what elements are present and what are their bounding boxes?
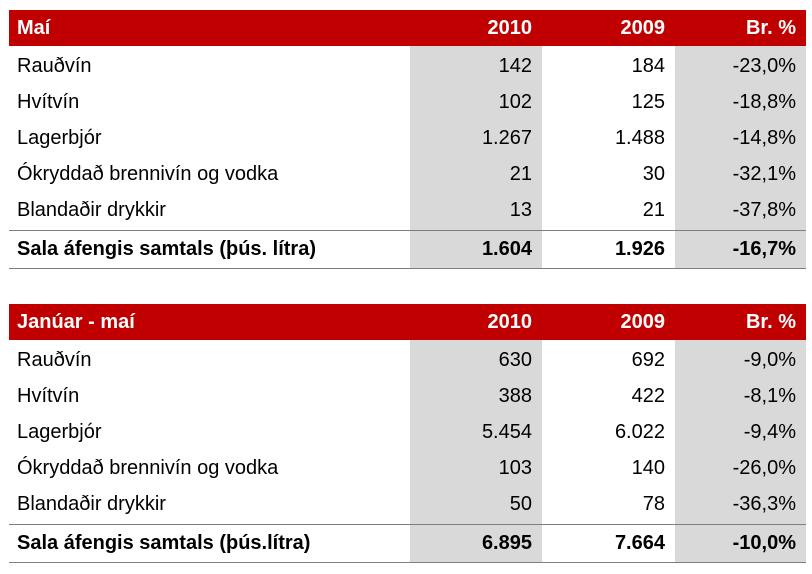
data-cell: 184: [631, 55, 665, 77]
data-cell: 102: [498, 91, 532, 113]
header-cell: 2010: [487, 311, 533, 333]
data-cell: Lagerbjór: [17, 127, 102, 149]
data-cell: 30: [642, 163, 665, 185]
data-cell: 78: [642, 493, 665, 515]
data-cell: 21: [642, 199, 665, 221]
data-cell: 630: [498, 349, 532, 371]
header-bar: [9, 304, 806, 340]
total-cell: 1.926: [614, 238, 665, 260]
total-cell: 6.895: [481, 532, 532, 554]
data-cell: 103: [498, 457, 532, 479]
data-cell: -14,8%: [732, 127, 796, 149]
data-cell: 388: [498, 385, 532, 407]
header-cell: Janúar - maí: [17, 311, 135, 333]
total-cell: Sala áfengis samtals (þús.lítra): [17, 532, 311, 554]
data-cell: Rauðvín: [17, 349, 92, 371]
data-cell: -9,4%: [743, 421, 796, 443]
shaded-column: [410, 46, 542, 268]
shaded-column: [675, 340, 806, 562]
data-cell: 142: [498, 55, 532, 77]
total-cell: -16,7%: [732, 238, 796, 260]
header-cell: 2009: [620, 311, 666, 333]
data-cell: 125: [631, 91, 665, 113]
data-cell: 692: [631, 349, 665, 371]
data-cell: Blandaðir drykkir: [17, 199, 166, 221]
header-cell: Br. %: [745, 17, 796, 39]
data-cell: -18,8%: [732, 91, 796, 113]
rule: [9, 562, 806, 563]
data-cell: 1.488: [614, 127, 665, 149]
data-cell: -26,0%: [732, 457, 796, 479]
data-cell: 140: [631, 457, 665, 479]
total-cell: 7.664: [614, 532, 665, 554]
data-cell: Ókryddað brennivín og vodka: [17, 457, 279, 479]
data-cell: -8,1%: [743, 385, 796, 407]
data-cell: 13: [509, 199, 532, 221]
data-cell: 1.267: [481, 127, 532, 149]
data-cell: 6.022: [614, 421, 665, 443]
header-cell: Maí: [17, 17, 51, 39]
total-cell: 1.604: [481, 238, 532, 260]
header-cell: Br. %: [745, 311, 796, 333]
data-cell: Hvítvín: [17, 385, 80, 407]
data-cell: 5.454: [481, 421, 532, 443]
rule: [9, 230, 806, 231]
header-bar: [9, 10, 806, 46]
data-cell: Blandaðir drykkir: [17, 493, 166, 515]
data-cell: Ókryddað brennivín og vodka: [17, 163, 279, 185]
data-cell: -37,8%: [732, 199, 796, 221]
header-cell: 2009: [620, 17, 666, 39]
header-cell: 2010: [487, 17, 533, 39]
shaded-column: [410, 340, 542, 562]
total-cell: -10,0%: [732, 532, 796, 554]
data-cell: -36,3%: [732, 493, 796, 515]
data-cell: 50: [509, 493, 532, 515]
data-cell: -23,0%: [732, 55, 796, 77]
rule: [9, 268, 806, 269]
data-cell: Rauðvín: [17, 55, 92, 77]
data-cell: 21: [509, 163, 532, 185]
total-cell: Sala áfengis samtals (þús. lítra): [17, 238, 316, 260]
data-cell: Lagerbjór: [17, 421, 102, 443]
data-cell: -9,0%: [743, 349, 796, 371]
rule: [9, 524, 806, 525]
data-cell: Hvítvín: [17, 91, 80, 113]
data-cell: -32,1%: [732, 163, 796, 185]
shaded-column: [675, 46, 806, 268]
data-cell: 422: [631, 385, 665, 407]
